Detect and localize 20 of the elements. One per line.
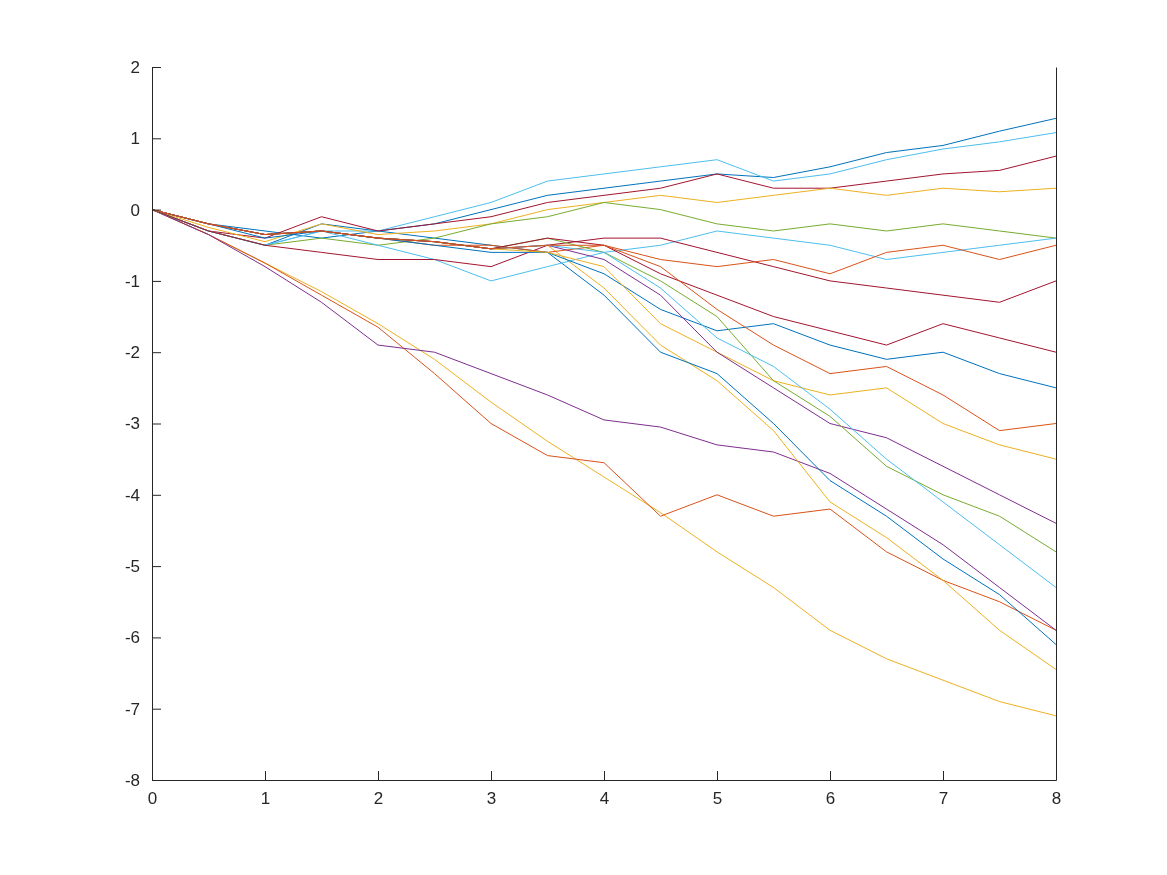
y-tick-label: -1: [124, 271, 140, 291]
x-tick-label: 5: [712, 789, 723, 809]
x-tick-label: 4: [599, 789, 610, 809]
x-tick-label: 8: [1051, 789, 1062, 809]
x-tick-label: 3: [486, 789, 497, 809]
y-tick-label: -4: [124, 485, 140, 505]
y-tick-label: 0: [130, 200, 140, 220]
y-tick-label: 1: [130, 129, 140, 149]
x-tick-label: 1: [260, 789, 271, 809]
y-tick-label: -6: [124, 628, 140, 648]
x-tick-label: 7: [938, 789, 949, 809]
x-tick-label: 0: [147, 789, 158, 809]
y-tick-label: -8: [124, 770, 140, 790]
x-tick-label: 6: [825, 789, 836, 809]
y-tick-label: 2: [130, 57, 140, 77]
y-tick-label: -5: [124, 557, 140, 577]
y-tick-label: -3: [124, 414, 140, 434]
y-tick-label: -7: [124, 699, 140, 719]
y-tick-label: -2: [124, 343, 140, 363]
x-tick-label: 2: [373, 789, 384, 809]
